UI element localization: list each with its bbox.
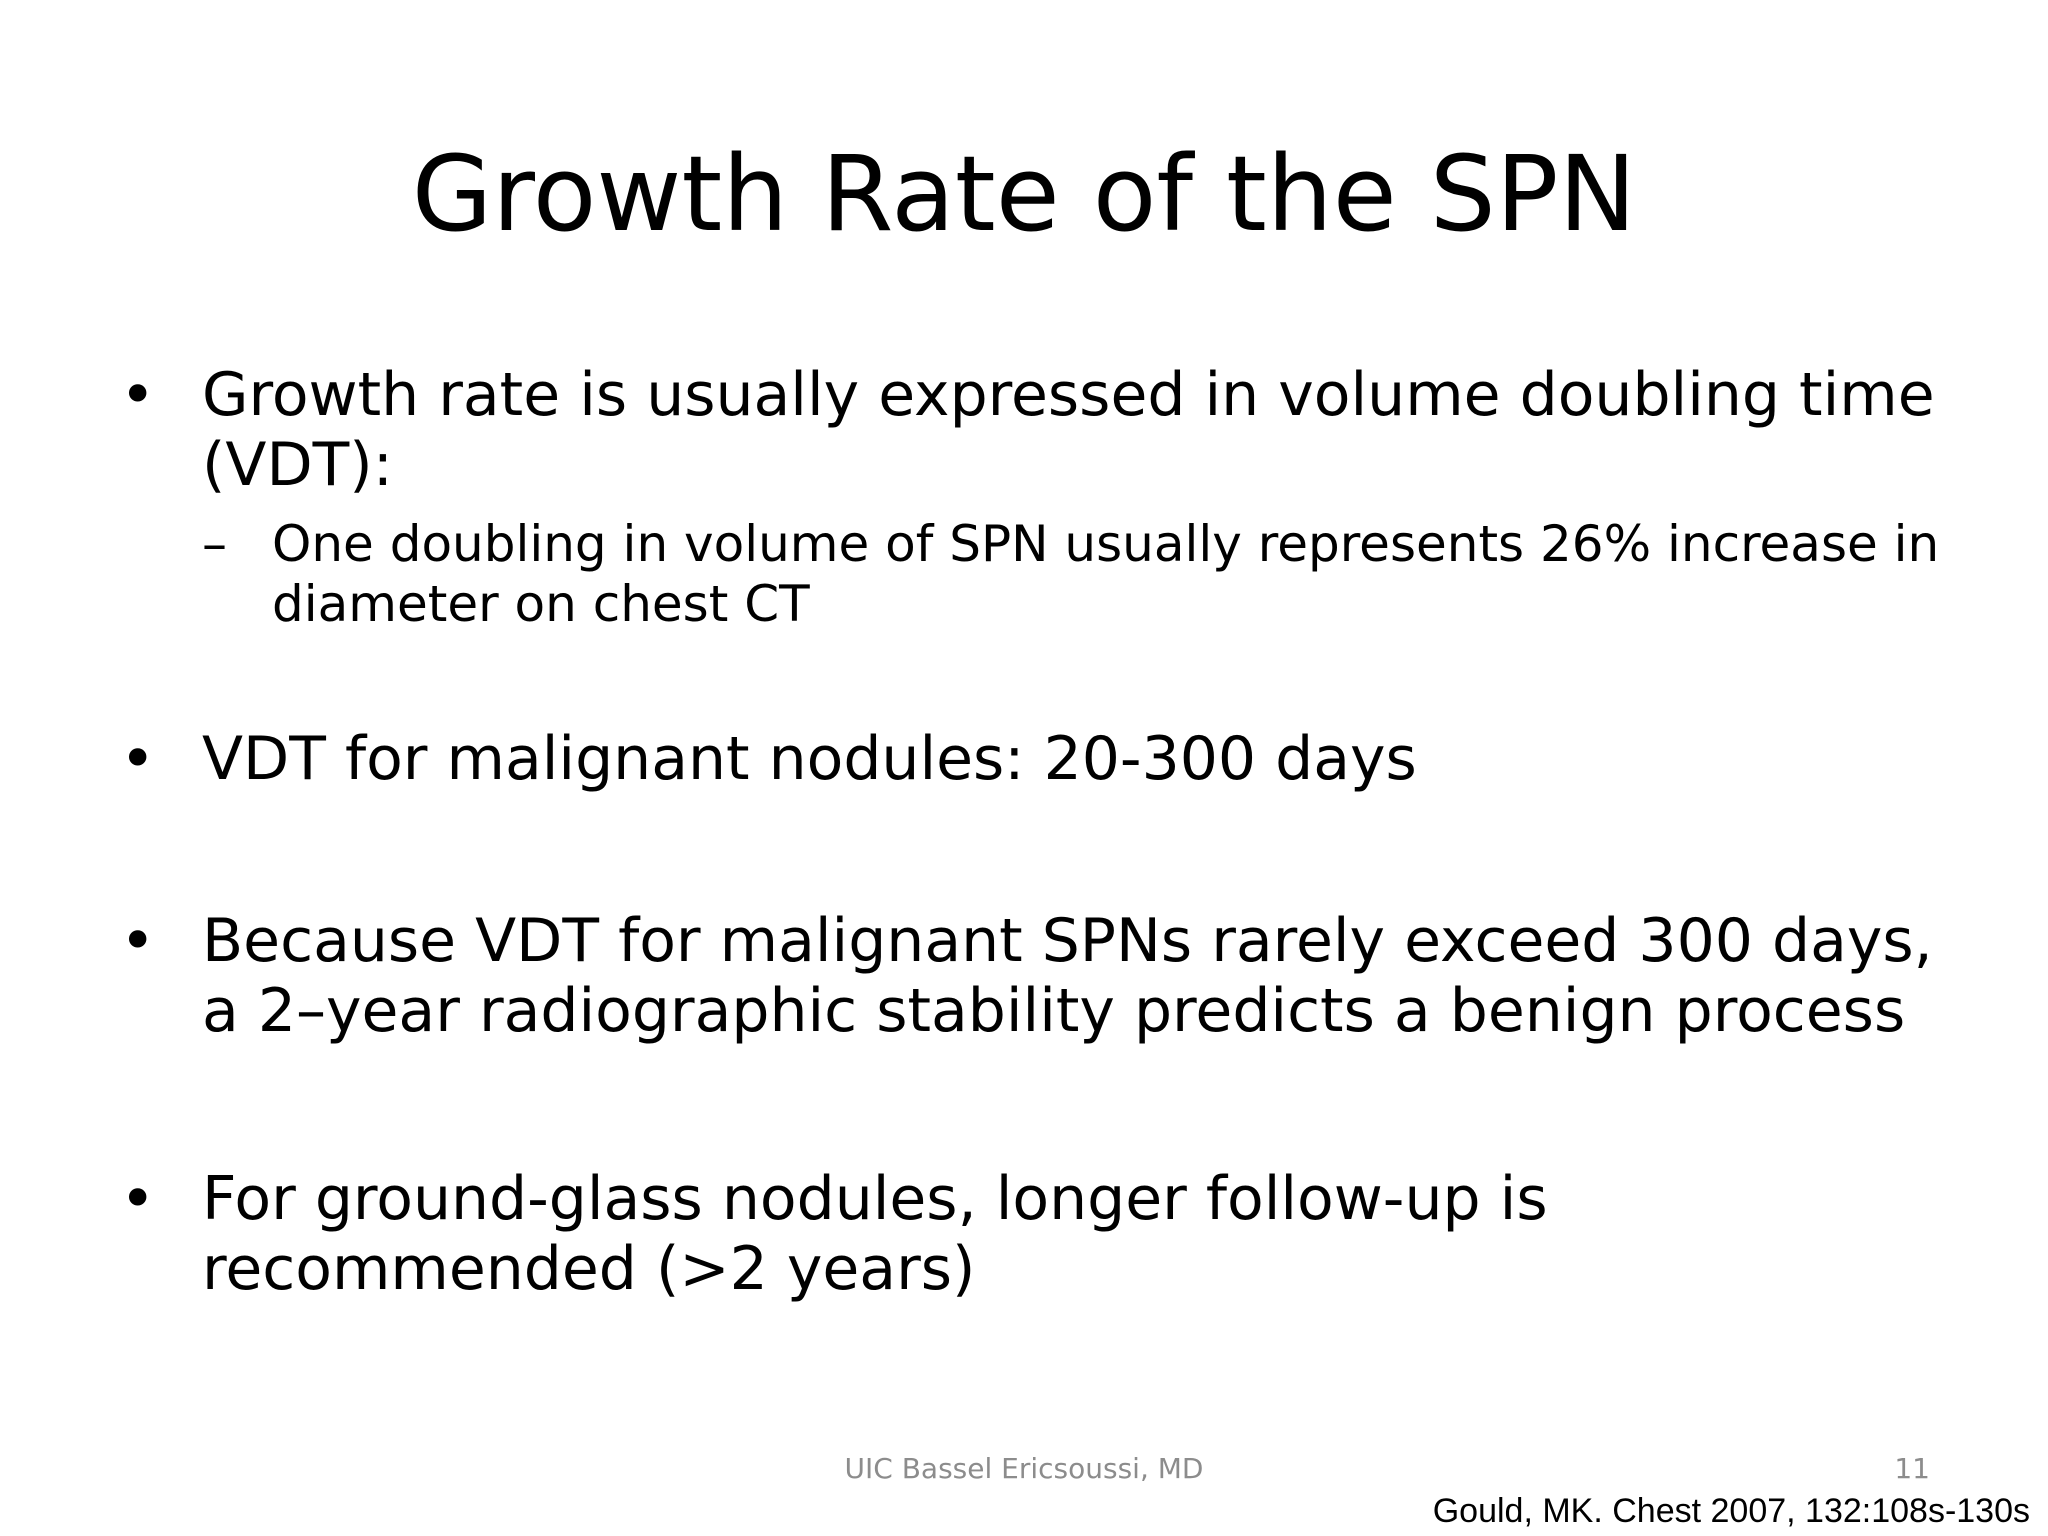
slide-footer: UIC Bassel Ericsoussi, MD	[844, 1452, 1204, 1485]
sub-bullet-item: – One doubling in volume of SPN usually …	[202, 514, 1980, 634]
bullet-text: For ground-glass nodules, longer follow-…	[202, 1164, 1548, 1304]
bullet-marker: •	[120, 360, 156, 430]
bullet-marker: •	[120, 906, 156, 976]
bullet-text: Growth rate is usually expressed in volu…	[202, 360, 1935, 500]
bullet-marker: •	[120, 724, 156, 794]
slide-number: 11	[1894, 1452, 1930, 1485]
bullet-item: • Because VDT for malignant SPNs rarely …	[120, 906, 1980, 1046]
bullet-marker: •	[120, 1164, 156, 1234]
slide-title: Growth Rate of the SPN	[411, 133, 1637, 255]
bullet-text: Because VDT for malignant SPNs rarely ex…	[202, 906, 1933, 1046]
bullet-item: • Growth rate is usually expressed in vo…	[120, 360, 1980, 500]
slide-body: • Growth rate is usually expressed in vo…	[120, 360, 1980, 1304]
bullet-item: • For ground-glass nodules, longer follo…	[120, 1164, 1980, 1304]
sub-bullet-marker: –	[202, 515, 227, 573]
bullet-item: • VDT for malignant nodules: 20-300 days	[120, 724, 1980, 794]
bullet-text: VDT for malignant nodules: 20-300 days	[202, 724, 1417, 794]
citation: Gould, MK. Chest 2007, 132:108s-130s	[1432, 1492, 2030, 1530]
sub-bullet-text: One doubling in volume of SPN usually re…	[272, 515, 1940, 633]
